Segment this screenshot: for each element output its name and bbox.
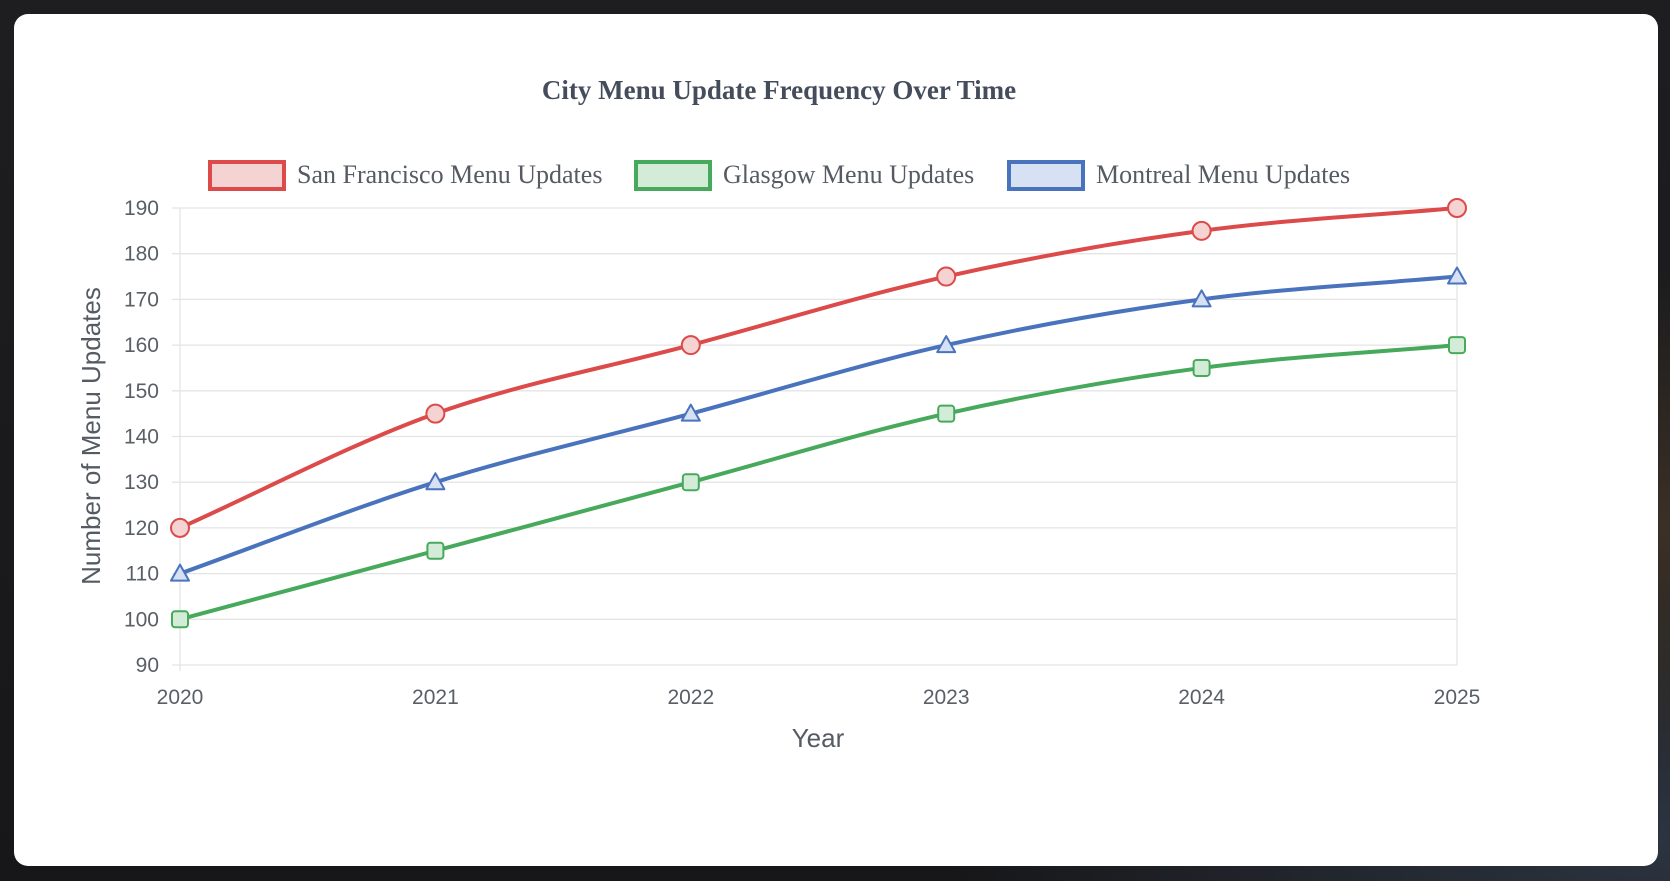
- y-tick-label-180: 180: [124, 243, 159, 266]
- legend-item-glasgow-menu-updates[interactable]: Glasgow Menu Updates: [634, 160, 974, 191]
- x-tick-label-2022: 2022: [667, 686, 714, 709]
- point-montreal-menu-updates-2021[interactable]: [425, 472, 446, 491]
- point-montreal-menu-updates-2020[interactable]: [170, 563, 190, 582]
- point-montreal-menu-updates-2022[interactable]: [680, 403, 701, 422]
- y-tick-label-100: 100: [124, 608, 159, 631]
- series-glasgow-menu-updates: [171, 336, 1466, 629]
- y-tick-label-170: 170: [124, 288, 159, 311]
- chart-title: City Menu Update Frequency Over Time: [542, 75, 1016, 105]
- legend-swatch-montreal-menu-updates: [1007, 160, 1085, 191]
- point-montreal-menu-updates-2024[interactable]: [1191, 289, 1212, 308]
- point-glasgow-menu-updates-2021[interactable]: [426, 541, 445, 560]
- series-san-francisco-menu-updates: [170, 198, 1467, 538]
- point-montreal-menu-updates-2025[interactable]: [1447, 266, 1467, 285]
- point-glasgow-menu-updates-2022[interactable]: [681, 473, 700, 492]
- line-san-francisco-menu-updates: [178, 206, 1459, 530]
- point-glasgow-menu-updates-2023[interactable]: [937, 404, 956, 423]
- legend-label-san-francisco-menu-updates: San Francisco Menu Updates: [297, 160, 602, 189]
- point-san-francisco-menu-updates-2025[interactable]: [1447, 198, 1467, 218]
- x-tick-label-2025: 2025: [1434, 686, 1481, 709]
- y-axis-ticks: 90 100 110 120 130 140 150 160 170 180 190: [124, 197, 159, 677]
- line-glasgow-menu-updates: [178, 343, 1459, 622]
- x-tick-label-2024: 2024: [1178, 686, 1225, 709]
- point-montreal-menu-updates-2023[interactable]: [936, 335, 957, 354]
- line-chart: City Menu Update Frequency Over Time San…: [76, 75, 1481, 753]
- point-san-francisco-menu-updates-2022[interactable]: [680, 335, 701, 356]
- x-axis-ticks: 2020 2021 2022 2023 2024 2025: [157, 686, 1481, 709]
- y-axis-title: Number of Menu Updates: [76, 287, 106, 585]
- line-montreal-menu-updates: [178, 274, 1459, 576]
- point-glasgow-menu-updates-2024[interactable]: [1192, 358, 1211, 377]
- legend-item-san-francisco-menu-updates[interactable]: San Francisco Menu Updates: [208, 160, 602, 191]
- x-tick-label-2020: 2020: [157, 686, 204, 709]
- y-tick-label-190: 190: [124, 197, 159, 220]
- legend-swatch-san-francisco-menu-updates: [208, 160, 286, 191]
- y-tick-label-160: 160: [124, 334, 159, 357]
- legend-label-montreal-menu-updates: Montreal Menu Updates: [1096, 160, 1350, 189]
- legend-swatch-glasgow-menu-updates: [634, 160, 712, 191]
- legend-label-glasgow-menu-updates: Glasgow Menu Updates: [723, 160, 974, 189]
- chart-card: City Menu Update Frequency Over Time San…: [14, 14, 1658, 866]
- point-glasgow-menu-updates-2020[interactable]: [171, 610, 189, 629]
- legend: San Francisco Menu Updates Glasgow Menu U…: [208, 160, 1350, 191]
- x-tick-label-2021: 2021: [412, 686, 459, 709]
- y-tick-label-110: 110: [126, 563, 159, 586]
- y-tick-label-130: 130: [124, 471, 159, 494]
- legend-item-montreal-menu-updates[interactable]: Montreal Menu Updates: [1007, 160, 1350, 191]
- point-san-francisco-menu-updates-2024[interactable]: [1191, 220, 1212, 241]
- point-san-francisco-menu-updates-2020[interactable]: [170, 517, 190, 538]
- y-tick-label-140: 140: [124, 426, 159, 449]
- point-san-francisco-menu-updates-2023[interactable]: [936, 266, 957, 287]
- grid-lines: [172, 207, 1458, 671]
- y-tick-label-90: 90: [136, 654, 159, 677]
- x-tick-label-2023: 2023: [923, 686, 970, 709]
- x-axis-title: Year: [792, 723, 845, 753]
- series-montreal-menu-updates: [170, 266, 1467, 582]
- series-group: [170, 198, 1467, 629]
- y-tick-label-150: 150: [124, 380, 159, 403]
- point-glasgow-menu-updates-2025[interactable]: [1448, 336, 1466, 355]
- y-tick-label-120: 120: [124, 517, 159, 540]
- point-san-francisco-menu-updates-2021[interactable]: [425, 403, 446, 424]
